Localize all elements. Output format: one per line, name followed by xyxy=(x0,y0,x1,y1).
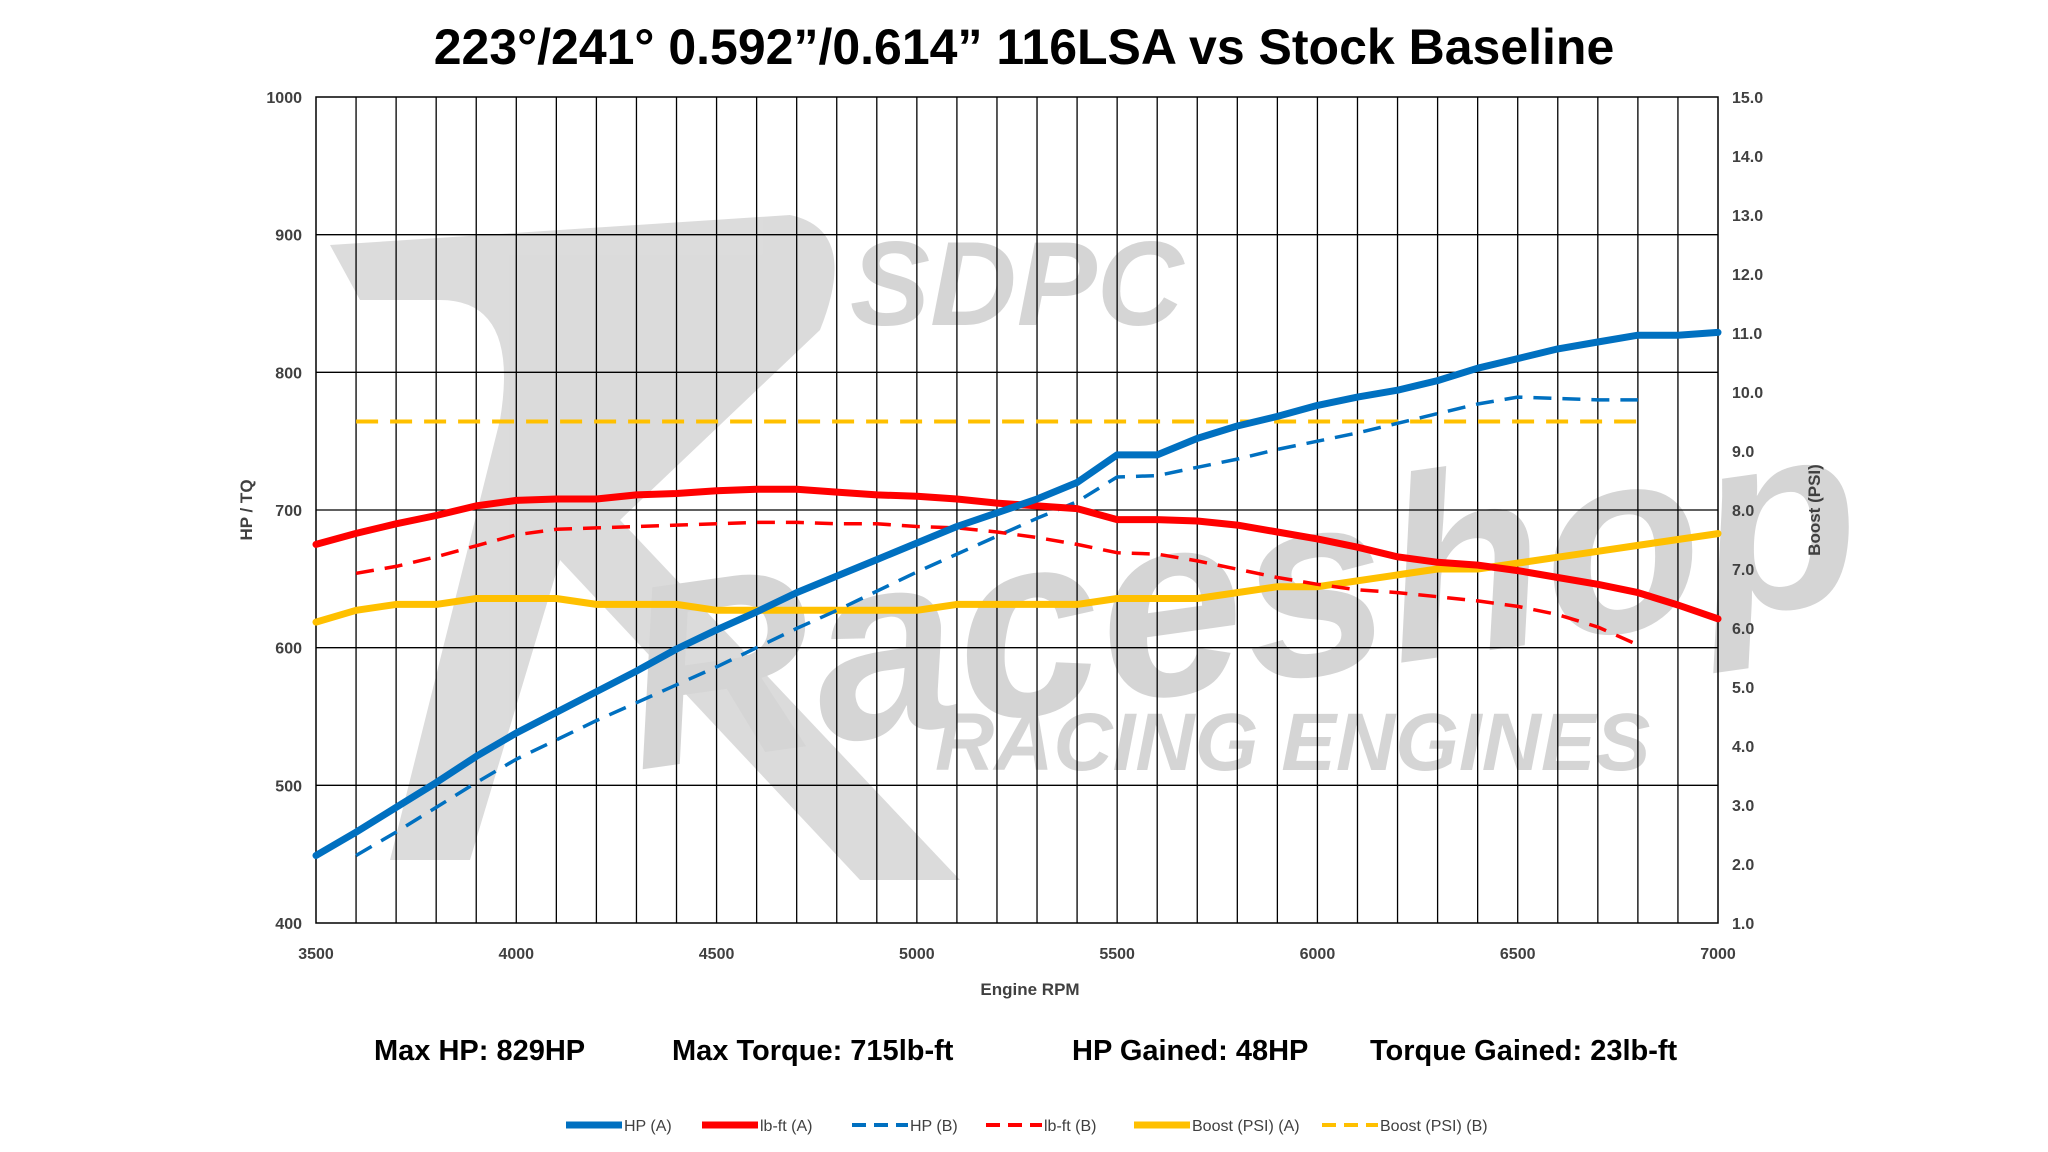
y-tick-label: 500 xyxy=(275,778,302,795)
legend-label: lb-ft (A) xyxy=(760,1118,812,1135)
series-line-lb-ft-b xyxy=(355,520,1639,647)
watermark-brand: SDPC xyxy=(850,217,1186,351)
legend-label: lb-ft (B) xyxy=(1044,1118,1096,1135)
x-axis-ticks: 3500 4000 4500 5000 5500 6000 6500 7000 xyxy=(298,946,1736,963)
y2-tick-label: 12.0 xyxy=(1732,267,1763,284)
y2-tick-label: 14.0 xyxy=(1732,149,1763,166)
y2-tick-label: 5.0 xyxy=(1732,680,1754,697)
y2-tick-label: 8.0 xyxy=(1732,503,1754,520)
x-tick-label: 4000 xyxy=(498,946,534,963)
stat-max-torque: Max Torque: 715lb-ft xyxy=(672,1035,954,1067)
legend-label: HP (A) xyxy=(624,1118,672,1135)
y-tick-label: 900 xyxy=(275,228,302,245)
y2-tick-label: 7.0 xyxy=(1732,562,1754,579)
y2-tick-label: 2.0 xyxy=(1732,857,1754,874)
y2-tick-label: 15.0 xyxy=(1732,90,1763,107)
y2-tick-label: 10.0 xyxy=(1732,385,1763,402)
y-tick-label: 800 xyxy=(275,365,302,382)
watermark-swoosh xyxy=(330,215,960,880)
legend: HP (A) lb-ft (A) HP (B) lb-ft (B) Boost (PSI… xyxy=(566,1118,1488,1135)
series-layer xyxy=(312,328,1722,859)
y2-tick-label: 13.0 xyxy=(1732,208,1763,225)
x-tick-label: 7000 xyxy=(1700,946,1736,963)
series-line-hp-a xyxy=(312,328,1722,859)
x-tick-label: 3500 xyxy=(298,946,334,963)
stat-max-hp: Max HP: 829HP xyxy=(374,1035,585,1067)
x-tick-label: 6500 xyxy=(1500,946,1536,963)
y2-tick-label: 11.0 xyxy=(1732,326,1762,343)
y2-axis-ticks: 1.0 2.0 3.0 4.0 5.0 6.0 7.0 8.0 9.0 10.0 11.0 12.0 1… xyxy=(1732,90,1763,933)
y-tick-label: 400 xyxy=(275,916,302,933)
y2-tick-label: 9.0 xyxy=(1732,444,1754,461)
y2-tick-label: 1.0 xyxy=(1732,916,1754,933)
chart-title: 223°/241° 0.592”/0.614” 116LSA vs Stock … xyxy=(434,19,1615,75)
y-tick-label: 700 xyxy=(275,503,302,520)
x-tick-label: 4500 xyxy=(699,946,735,963)
x-tick-label: 5500 xyxy=(1099,946,1135,963)
y-axis-label: HP / TQ xyxy=(237,479,256,540)
y2-axis-label: Boost (PSI) xyxy=(1805,464,1824,556)
stat-torque-gained: Torque Gained: 23lb-ft xyxy=(1370,1035,1678,1067)
y-axis-ticks: 400 500 600 700 800 900 1000 xyxy=(266,90,302,933)
y2-tick-label: 6.0 xyxy=(1732,621,1754,638)
x-axis-label: Engine RPM xyxy=(980,980,1079,999)
y-tick-label: 600 xyxy=(275,641,302,658)
series-line-hp-b xyxy=(355,395,1638,858)
stat-hp-gained: HP Gained: 48HP xyxy=(1072,1035,1308,1067)
x-tick-label: 6000 xyxy=(1300,946,1336,963)
x-tick-label: 5000 xyxy=(899,946,935,963)
legend-label: HP (B) xyxy=(910,1118,958,1135)
y2-tick-label: 3.0 xyxy=(1732,798,1754,815)
y-tick-label: 1000 xyxy=(266,90,302,107)
y2-tick-label: 4.0 xyxy=(1732,739,1754,756)
legend-label: Boost (PSI) (B) xyxy=(1380,1118,1488,1135)
watermark-tagline: RACING ENGINES xyxy=(935,697,1650,788)
grid xyxy=(316,97,1718,923)
legend-label: Boost (PSI) (A) xyxy=(1192,1118,1300,1135)
plot-area xyxy=(315,96,1719,924)
